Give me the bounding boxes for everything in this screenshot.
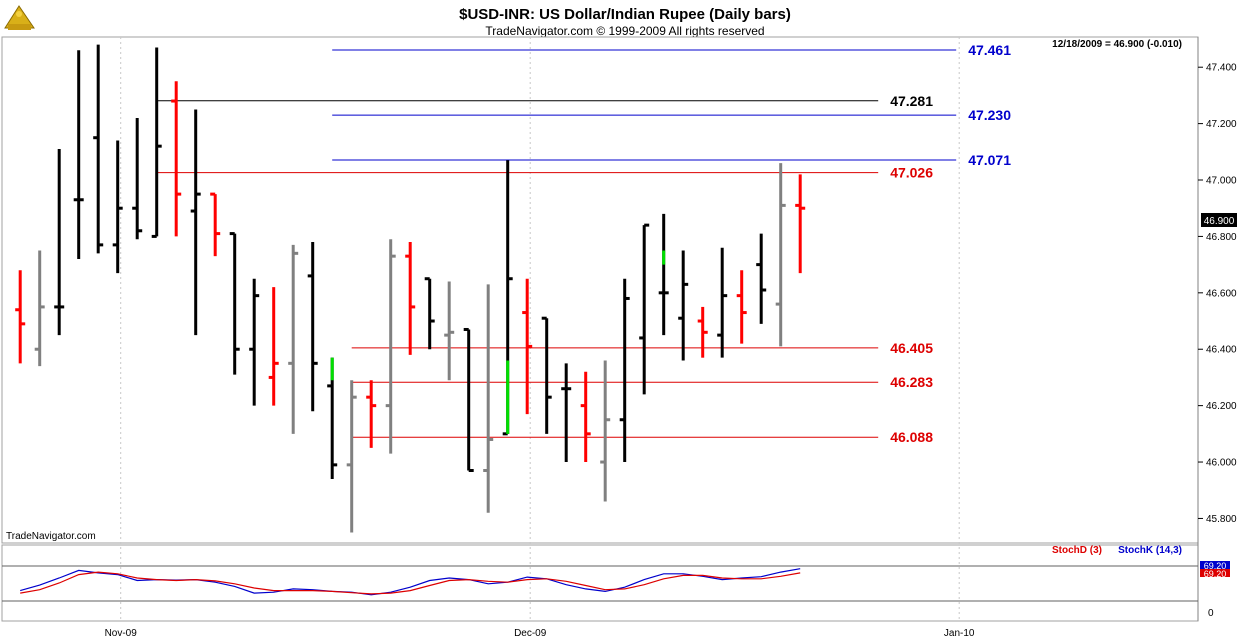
level-label: 47.281 xyxy=(890,93,933,109)
x-tick-label: Nov-09 xyxy=(105,628,138,639)
ohlc-bar xyxy=(112,140,123,274)
ohlc-bar xyxy=(73,50,84,259)
level-label: 47.026 xyxy=(890,165,933,181)
chart-title: $USD-INR: US Dollar/Indian Rupee (Daily … xyxy=(459,6,791,23)
current-price-label: 46.900 xyxy=(1204,216,1235,227)
watermark: TradeNavigator.com xyxy=(6,531,96,542)
current-price-badge: 46.900 xyxy=(1201,213,1237,227)
ohlc-bar xyxy=(151,47,162,238)
price-bars xyxy=(15,44,806,533)
ohlc-bar xyxy=(463,327,474,472)
ohlc-bar xyxy=(522,278,533,415)
ohlc-bar xyxy=(190,109,201,336)
stoch-d-line xyxy=(20,571,801,595)
level-lines: 47.461 47.281 47.230 47.071 47.026 46.405 46.2… xyxy=(156,42,1011,445)
gridlines xyxy=(120,37,960,621)
stoch-k-line xyxy=(20,568,801,596)
ohlc-bar xyxy=(658,213,669,336)
ohlc-bar xyxy=(229,232,240,375)
stoch-k-legend: StochK (14,3) xyxy=(1118,545,1182,556)
stoch-k-badge xyxy=(1200,561,1230,569)
y-tick-label: 46.800 xyxy=(1206,232,1237,243)
stoch-d-value: 69.20 xyxy=(1204,569,1227,579)
ohlc-bar xyxy=(34,250,45,367)
x-axis: Nov-09 Dec-09 Jan-10 xyxy=(105,628,975,639)
level-label: 46.088 xyxy=(890,429,933,445)
ohlc-bar xyxy=(775,163,786,347)
ohlc-bar xyxy=(15,270,26,364)
ohlc-bar xyxy=(697,306,708,358)
stoch-zero-label: 0 xyxy=(1208,608,1214,619)
ohlc-bar xyxy=(561,363,572,463)
ohlc-bar xyxy=(600,360,611,502)
ohlc-bar xyxy=(541,316,552,434)
y-tick-label: 47.200 xyxy=(1206,119,1237,130)
y-axis: 45.800 46.000 46.200 46.400 46.600 46.800 47.0… xyxy=(1198,63,1237,525)
y-tick-label: 47.000 xyxy=(1206,176,1237,187)
ohlc-bar xyxy=(736,270,747,344)
scale-logo xyxy=(4,5,35,30)
ohlc-bar xyxy=(93,44,104,254)
stoch-d-legend: StochD (3) xyxy=(1052,545,1102,556)
level-label: 47.071 xyxy=(968,152,1011,168)
ohlc-bar xyxy=(717,247,728,358)
y-tick-label: 46.600 xyxy=(1206,288,1237,299)
last-quote: 12/18/2009 = 46.900 (-0.010) xyxy=(1052,39,1182,50)
ohlc-bar xyxy=(405,242,416,355)
level-label: 46.405 xyxy=(890,340,933,356)
ohlc-bar xyxy=(795,174,806,274)
ohlc-bar xyxy=(424,277,435,350)
ohlc-bar xyxy=(444,281,455,381)
y-tick-label: 46.400 xyxy=(1206,345,1237,356)
ohlc-bar xyxy=(132,117,143,240)
level-label: 47.461 xyxy=(968,42,1011,58)
ohlc-bar xyxy=(678,250,689,361)
y-tick-label: 46.200 xyxy=(1206,401,1237,412)
ohlc-bar xyxy=(249,278,260,406)
stoch-k-value: 69.20 xyxy=(1204,561,1227,571)
ohlc-bar xyxy=(580,371,591,463)
ohlc-bar xyxy=(171,81,182,237)
ohlc-bar xyxy=(483,284,494,513)
ohlc-bar xyxy=(639,223,650,395)
ohlc-bar xyxy=(268,287,279,406)
level-label: 46.283 xyxy=(890,374,933,390)
y-tick-label: 45.800 xyxy=(1206,514,1237,525)
ohlc-bar xyxy=(366,380,377,448)
ohlc-bar xyxy=(54,148,65,336)
chart-subtitle: TradeNavigator.com © 1999-2009 All right… xyxy=(485,24,764,38)
y-tick-label: 47.400 xyxy=(1206,63,1237,74)
level-label: 47.230 xyxy=(968,107,1011,123)
ohlc-bar xyxy=(346,380,357,533)
y-tick-label: 46.000 xyxy=(1206,458,1237,469)
x-tick-label: Jan-10 xyxy=(944,628,975,639)
ohlc-bar xyxy=(385,239,396,454)
ohlc-bar xyxy=(756,233,767,324)
x-tick-label: Dec-09 xyxy=(514,628,547,639)
ohlc-bar xyxy=(307,242,318,412)
ohlc-bar xyxy=(210,192,221,257)
ohlc-bar xyxy=(288,244,299,434)
ohlc-bar xyxy=(619,278,630,463)
stoch-d-badge xyxy=(1200,569,1230,577)
